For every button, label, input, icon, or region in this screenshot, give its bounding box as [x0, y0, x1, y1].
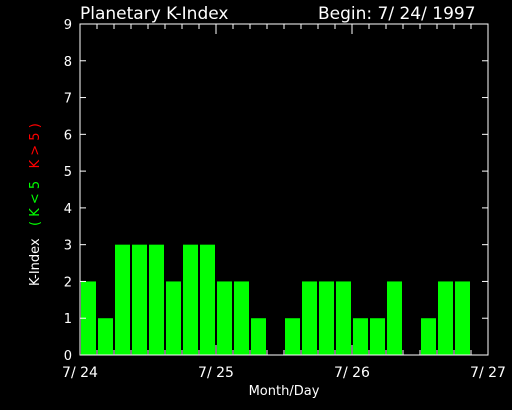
- bar: [251, 318, 266, 355]
- y-tick-label: 6: [64, 128, 72, 143]
- bar: [302, 281, 317, 355]
- bar: [166, 281, 181, 355]
- bar: [149, 244, 164, 355]
- bar: [98, 318, 113, 355]
- bar: [319, 281, 334, 355]
- y-tick-label: 7: [64, 92, 72, 107]
- y-tick-label: 1: [64, 312, 72, 327]
- x-tick-label: 7/ 26: [334, 365, 370, 381]
- bar: [183, 244, 198, 355]
- bar: [81, 281, 96, 355]
- bar: [234, 281, 249, 355]
- y-tick-label: 2: [64, 275, 72, 290]
- y-tick-label: 4: [64, 202, 72, 217]
- y-tick-label: 9: [64, 18, 72, 33]
- bar: [200, 244, 215, 355]
- y-tick-label: 3: [64, 239, 72, 254]
- y-tick-label: 8: [64, 55, 72, 70]
- bar: [455, 281, 470, 355]
- bar: [336, 281, 351, 355]
- bar: [217, 281, 232, 355]
- bar: [132, 244, 147, 355]
- x-tick-label: 7/ 25: [198, 365, 234, 381]
- bar: [115, 244, 130, 355]
- x-axis-label: Month/Day: [249, 384, 320, 399]
- bar: [353, 318, 368, 355]
- x-tick-label: 7/ 24: [62, 365, 98, 381]
- y-tick-label: 0: [64, 349, 72, 364]
- begin-date: Begin: 7/ 24/ 1997: [318, 4, 476, 24]
- bar: [370, 318, 385, 355]
- x-tick-label: 7/ 27: [470, 365, 506, 381]
- bar: [438, 281, 453, 355]
- bar: [387, 281, 402, 355]
- bar: [285, 318, 300, 355]
- y-tick-label: 5: [64, 165, 72, 180]
- bar: [421, 318, 436, 355]
- chart-title: Planetary K-Index: [80, 4, 229, 24]
